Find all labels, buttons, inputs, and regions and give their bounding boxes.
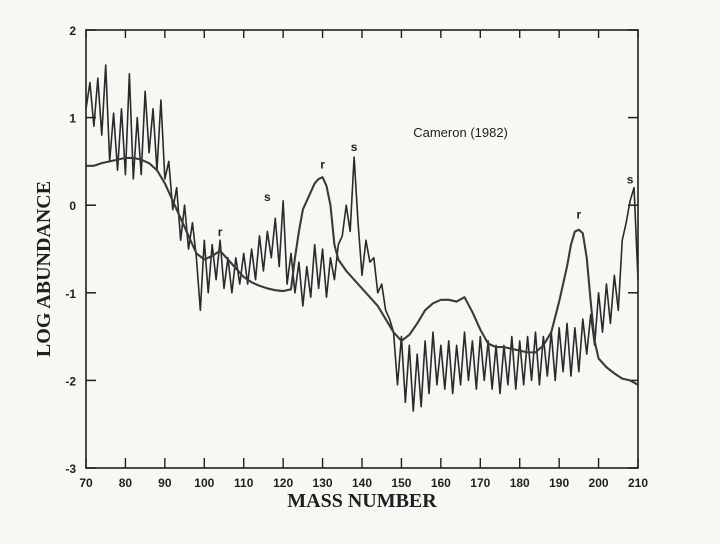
x-axis-label: MASS NUMBER — [287, 490, 437, 512]
y-tick-label: 1 — [69, 112, 76, 126]
r-process-peak-label: r — [320, 157, 325, 171]
x-tick-label: 70 — [79, 476, 93, 490]
r-process-peak-label: r — [577, 207, 582, 221]
x-tick-label: 100 — [194, 476, 214, 490]
x-tick-label: 170 — [470, 476, 490, 490]
peak-labels: r s r s r s — [218, 140, 634, 239]
r-process-peak-label: r — [218, 225, 223, 239]
y-tick-label: -3 — [65, 462, 76, 476]
x-tick-label: 200 — [589, 476, 609, 490]
y-tick-label: -2 — [65, 374, 76, 388]
x-tick-label: 130 — [313, 476, 333, 490]
x-tick-labels: 70 80 90 100 110 120 130 140 150 160 170 180 190 200 2… — [79, 476, 648, 490]
y-tick-label: 0 — [69, 199, 76, 213]
s-process-peak-label: s — [351, 140, 358, 154]
annotation-text: Cameron (1982) — [413, 125, 508, 140]
series-layer — [84, 64, 640, 412]
x-tick-label: 80 — [119, 476, 133, 490]
y-tick-label: -1 — [65, 287, 76, 301]
series-line-1 — [85, 64, 639, 412]
plot-frame — [85, 29, 639, 469]
y-tick-labels: 2 1 0 -1 -2 -3 — [65, 24, 76, 476]
x-tick-label: 160 — [431, 476, 451, 490]
s-process-peak-label: s — [264, 190, 271, 204]
x-tick-label: 180 — [510, 476, 530, 490]
x-tick-label: 90 — [158, 476, 172, 490]
series-line-2 — [84, 156, 640, 386]
x-tick-label: 140 — [352, 476, 372, 490]
s-process-peak-label: s — [627, 172, 634, 186]
y-axis-label: LOG ABUNDANCE — [33, 181, 55, 357]
x-tick-label: 110 — [234, 476, 254, 490]
tick-marks — [85, 29, 639, 469]
x-tick-label: 150 — [391, 476, 411, 490]
x-tick-label: 190 — [549, 476, 569, 490]
x-tick-label: 210 — [628, 476, 648, 490]
y-tick-label: 2 — [69, 24, 76, 38]
x-tick-label: 120 — [273, 476, 293, 490]
